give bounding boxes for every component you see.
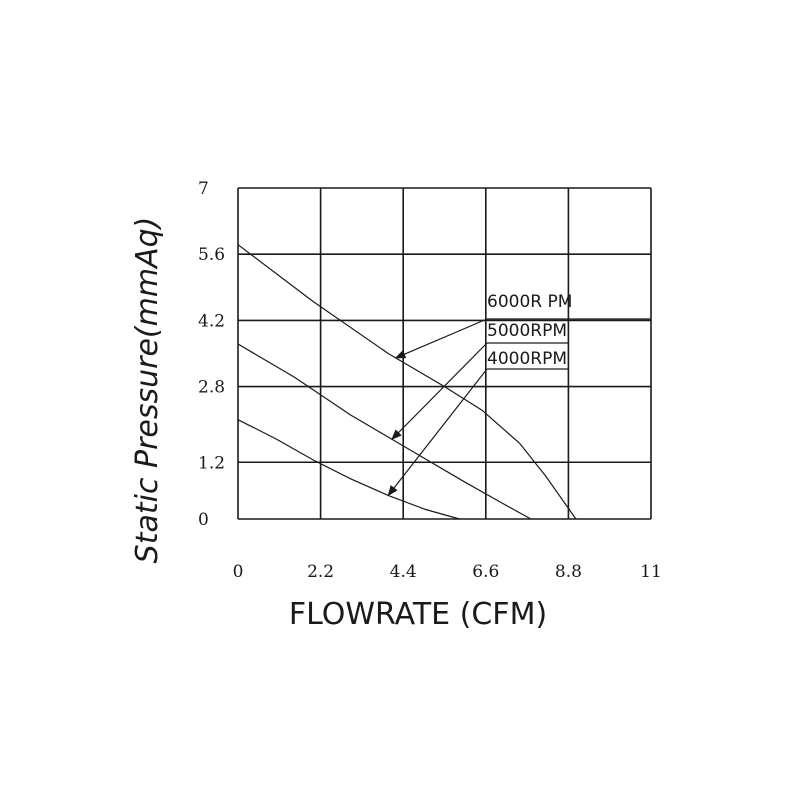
legend: 6000R PM 5000RPM 4000RPM bbox=[387, 292, 651, 497]
y-tick-label: 0 bbox=[198, 510, 209, 530]
legend-label-3: 4000RPM bbox=[487, 349, 567, 369]
x-tick-label: 8.8 bbox=[555, 562, 582, 582]
legend-arrow-1 bbox=[394, 318, 488, 359]
legend-arrow-2 bbox=[391, 342, 488, 441]
series-curve-3 bbox=[237, 419, 460, 520]
series-curve-2 bbox=[237, 343, 532, 520]
y-tick-label: 5.6 bbox=[198, 245, 225, 265]
x-axis-label: FLOWRATE (CFM) bbox=[289, 597, 547, 632]
grid bbox=[237, 187, 652, 520]
x-tick-label: 6.6 bbox=[472, 562, 499, 582]
y-tick-label: 7 bbox=[198, 179, 209, 199]
series-curve-1 bbox=[237, 244, 577, 520]
ticks: 0 2.2 4.4 6.6 8.8 11 0 1.2 2.8 4.2 5.6 7 bbox=[198, 179, 662, 582]
y-tick-label: 2.8 bbox=[198, 378, 225, 398]
y-axis-label: Static Pressure(mmAq) bbox=[130, 217, 165, 564]
legend-label-2: 5000RPM bbox=[487, 321, 567, 341]
legend-label-1: 6000R PM bbox=[487, 292, 572, 312]
x-tick-label: 4.4 bbox=[390, 562, 417, 582]
x-tick-label: 0 bbox=[233, 562, 244, 582]
x-tick-label: 11 bbox=[640, 562, 662, 582]
y-tick-label: 4.2 bbox=[198, 311, 225, 331]
legend-arrow-3 bbox=[387, 368, 488, 497]
curves bbox=[237, 244, 577, 520]
y-tick-label: 1.2 bbox=[198, 453, 225, 473]
x-tick-label: 2.2 bbox=[307, 562, 334, 582]
